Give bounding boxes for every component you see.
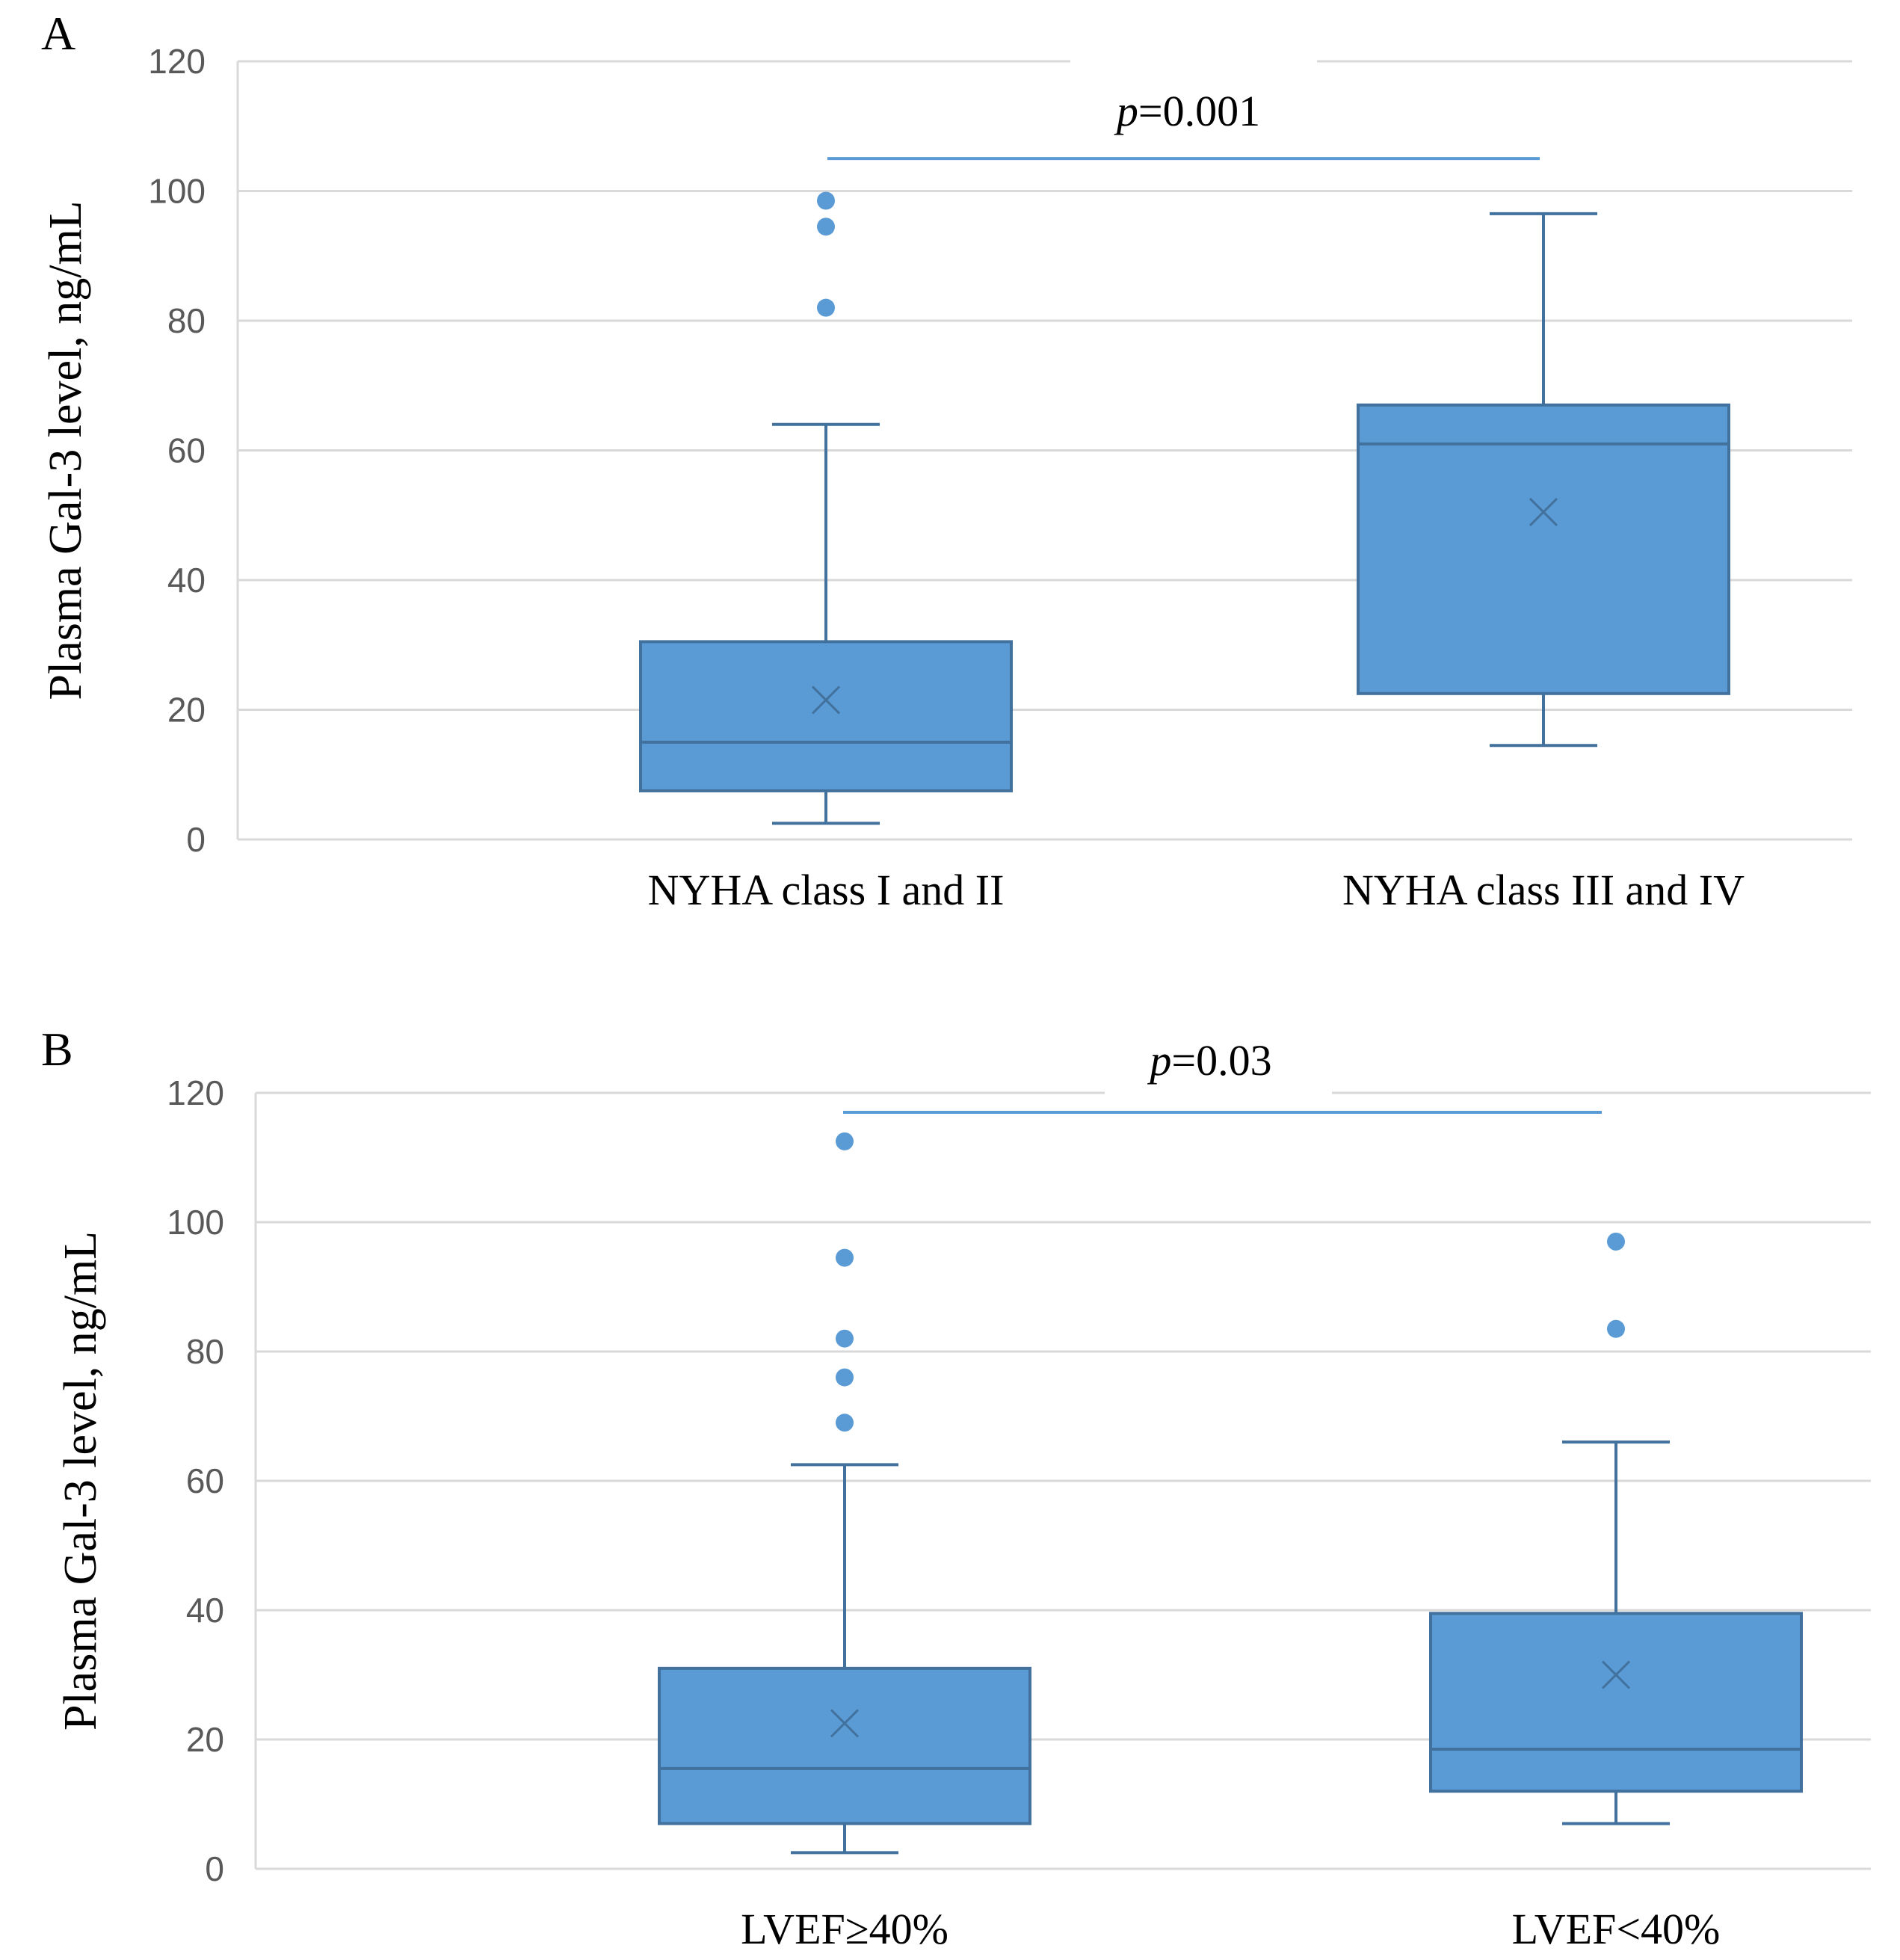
mean-marker-stroke [1529, 497, 1558, 526]
y-tick-label: 40 [186, 1591, 224, 1630]
iqr-box [1429, 1612, 1803, 1793]
mean-marker [1529, 497, 1558, 526]
outlier-point [836, 1368, 854, 1387]
outlier-point [817, 218, 835, 236]
y-tick-label: 100 [148, 172, 206, 211]
y-tick-label: 20 [167, 691, 206, 730]
mean-marker [1601, 1660, 1631, 1689]
p-value-symbol: p [1114, 87, 1138, 135]
y-axis-label: Plasma Gal-3 level, ng/mL [40, 200, 91, 700]
mean-marker [811, 685, 841, 715]
outlier-point [817, 191, 835, 210]
box-group-2 [1429, 1232, 1803, 1825]
p-value-label: p=0.03 [1147, 1036, 1271, 1085]
y-tick-label: 80 [167, 301, 206, 340]
outlier-point [1607, 1319, 1625, 1338]
mean-marker-stroke [1601, 1660, 1631, 1689]
y-tick-label: 20 [186, 1720, 224, 1759]
category-label: LVEF<40% [1512, 1905, 1721, 1953]
box-group-2 [1357, 212, 1730, 748]
iqr-box [1357, 403, 1730, 695]
panel-a: A 0 20 40 60 80 100 120 Plasma Gal-3 level, ng/m… [40, 7, 1852, 914]
outlier-point [836, 1329, 854, 1348]
y-tick-label: 0 [186, 820, 206, 859]
y-tick-label: 100 [167, 1203, 224, 1242]
mean-marker [830, 1709, 860, 1738]
y-tick-label: 80 [186, 1332, 224, 1371]
y-tick-label: 120 [167, 1073, 224, 1112]
y-tick-label: 60 [186, 1461, 224, 1500]
mean-marker-stroke [811, 685, 841, 715]
y-tick-label: 60 [167, 431, 206, 470]
category-label: NYHA class III and IV [1342, 866, 1745, 914]
panel-letter: A [41, 7, 75, 60]
category-label: NYHA class I and II [648, 866, 1005, 914]
p-value-number: =0.03 [1171, 1036, 1271, 1085]
y-tick-label: 0 [205, 1849, 224, 1888]
iqr-box [639, 640, 1013, 792]
mean-marker-stroke [830, 1709, 860, 1738]
panel-b: B 0 20 40 60 80 100 120 Plasma Gal-3 level, ng/m… [41, 1023, 1871, 1953]
box-group-1 [658, 1132, 1031, 1855]
panel-letter: B [41, 1023, 73, 1076]
outlier-point [836, 1132, 854, 1150]
outlier-point [836, 1248, 854, 1267]
outlier-point [1607, 1232, 1625, 1251]
category-label: LVEF≥40% [741, 1905, 949, 1953]
box-group-1 [639, 191, 1013, 825]
y-axis-label: Plasma Gal-3 level, ng/mL [55, 1231, 106, 1731]
y-tick-label: 120 [148, 42, 206, 81]
p-value-number: =0.001 [1138, 87, 1260, 135]
outlier-point [817, 298, 835, 317]
p-value-symbol: p [1147, 1036, 1171, 1085]
y-tick-label: 40 [167, 561, 206, 600]
p-value-label: p=0.001 [1114, 87, 1260, 135]
iqr-box [658, 1666, 1031, 1825]
outlier-point [836, 1414, 854, 1432]
